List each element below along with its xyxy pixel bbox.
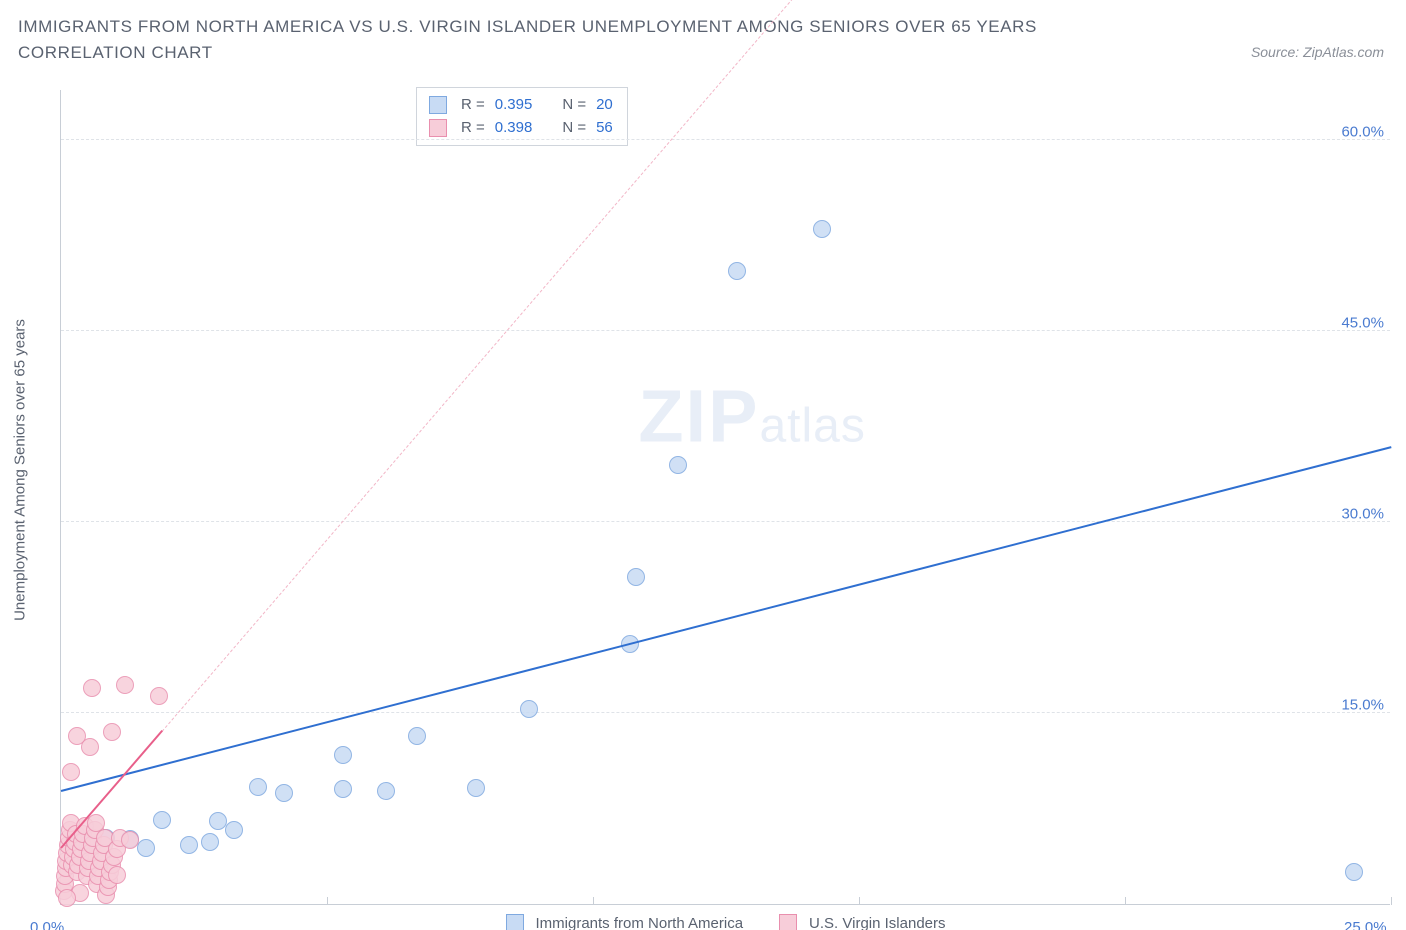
gridline [61,330,1390,331]
data-point [813,220,831,238]
gridline [61,712,1390,713]
chart-container: IMMIGRANTS FROM NORTH AMERICA VS U.S. VI… [0,0,1406,930]
watermark: ZIPatlas [638,373,866,458]
n-value: 56 [596,117,613,140]
data-point [201,833,219,851]
y-tick-label: 15.0% [1341,696,1384,713]
n-label: N = [562,94,586,117]
x-axis-min-label: 0.0% [30,919,64,930]
data-point [81,738,99,756]
n-value: 20 [596,94,613,117]
data-point [1345,863,1363,881]
series-legend-item: Immigrants from North America [506,914,744,930]
watermark-small: atlas [759,399,865,452]
legend-swatch [429,96,447,114]
r-label: R = [461,94,485,117]
legend-swatch [506,914,524,930]
correlation-legend: R = 0.395 N = 20 R = 0.398 N = 56 [416,87,628,146]
data-point [150,687,168,705]
chart-title: IMMIGRANTS FROM NORTH AMERICA VS U.S. VI… [18,14,1138,65]
data-point [103,723,121,741]
data-point [62,763,80,781]
gridline [61,139,1390,140]
r-value: 0.398 [495,117,533,140]
plot-area: ZIPatlas R = 0.395N = 20R = 0.398N = 56 … [60,90,1390,905]
gridline [61,521,1390,522]
r-value: 0.395 [495,94,533,117]
data-point [334,746,352,764]
series-legend-item: U.S. Virgin Islanders [779,914,945,930]
x-tick [327,897,328,905]
x-axis-max-label: 25.0% [1344,919,1387,930]
series-legend: Immigrants from North America U.S. Virgin… [506,914,946,930]
n-label: N = [562,117,586,140]
data-point [116,676,134,694]
data-point [121,831,139,849]
data-point [58,889,76,907]
x-tick [859,897,860,905]
data-point [225,821,243,839]
data-point [83,679,101,697]
data-point [334,780,352,798]
x-tick [593,897,594,905]
source-name: ZipAtlas.com [1303,44,1384,60]
data-point [408,727,426,745]
data-point [377,782,395,800]
legend-swatch [779,914,797,930]
source-prefix: Source: [1251,44,1303,60]
data-point [467,779,485,797]
data-point [137,839,155,857]
series-label: U.S. Virgin Islanders [809,915,945,930]
y-axis-label: Unemployment Among Seniors over 65 years [12,319,29,621]
series-label: Immigrants from North America [536,915,744,930]
legend-row: R = 0.395 N = 20 [429,94,613,117]
data-point [520,700,538,718]
r-label: R = [461,117,485,140]
y-tick-label: 60.0% [1341,123,1384,140]
legend-swatch [429,119,447,137]
watermark-big: ZIP [638,374,759,457]
data-point [627,568,645,586]
y-tick-label: 30.0% [1341,505,1384,522]
data-point [669,456,687,474]
x-tick [1391,897,1392,905]
source-credit: Source: ZipAtlas.com [1251,44,1384,60]
trend-line [61,446,1391,792]
data-point [153,811,171,829]
data-point [108,866,126,884]
data-point [249,778,267,796]
data-point [728,262,746,280]
x-tick [1125,897,1126,905]
legend-row: R = 0.398 N = 56 [429,117,613,140]
y-tick-label: 45.0% [1341,314,1384,331]
data-point [275,784,293,802]
data-point [180,836,198,854]
